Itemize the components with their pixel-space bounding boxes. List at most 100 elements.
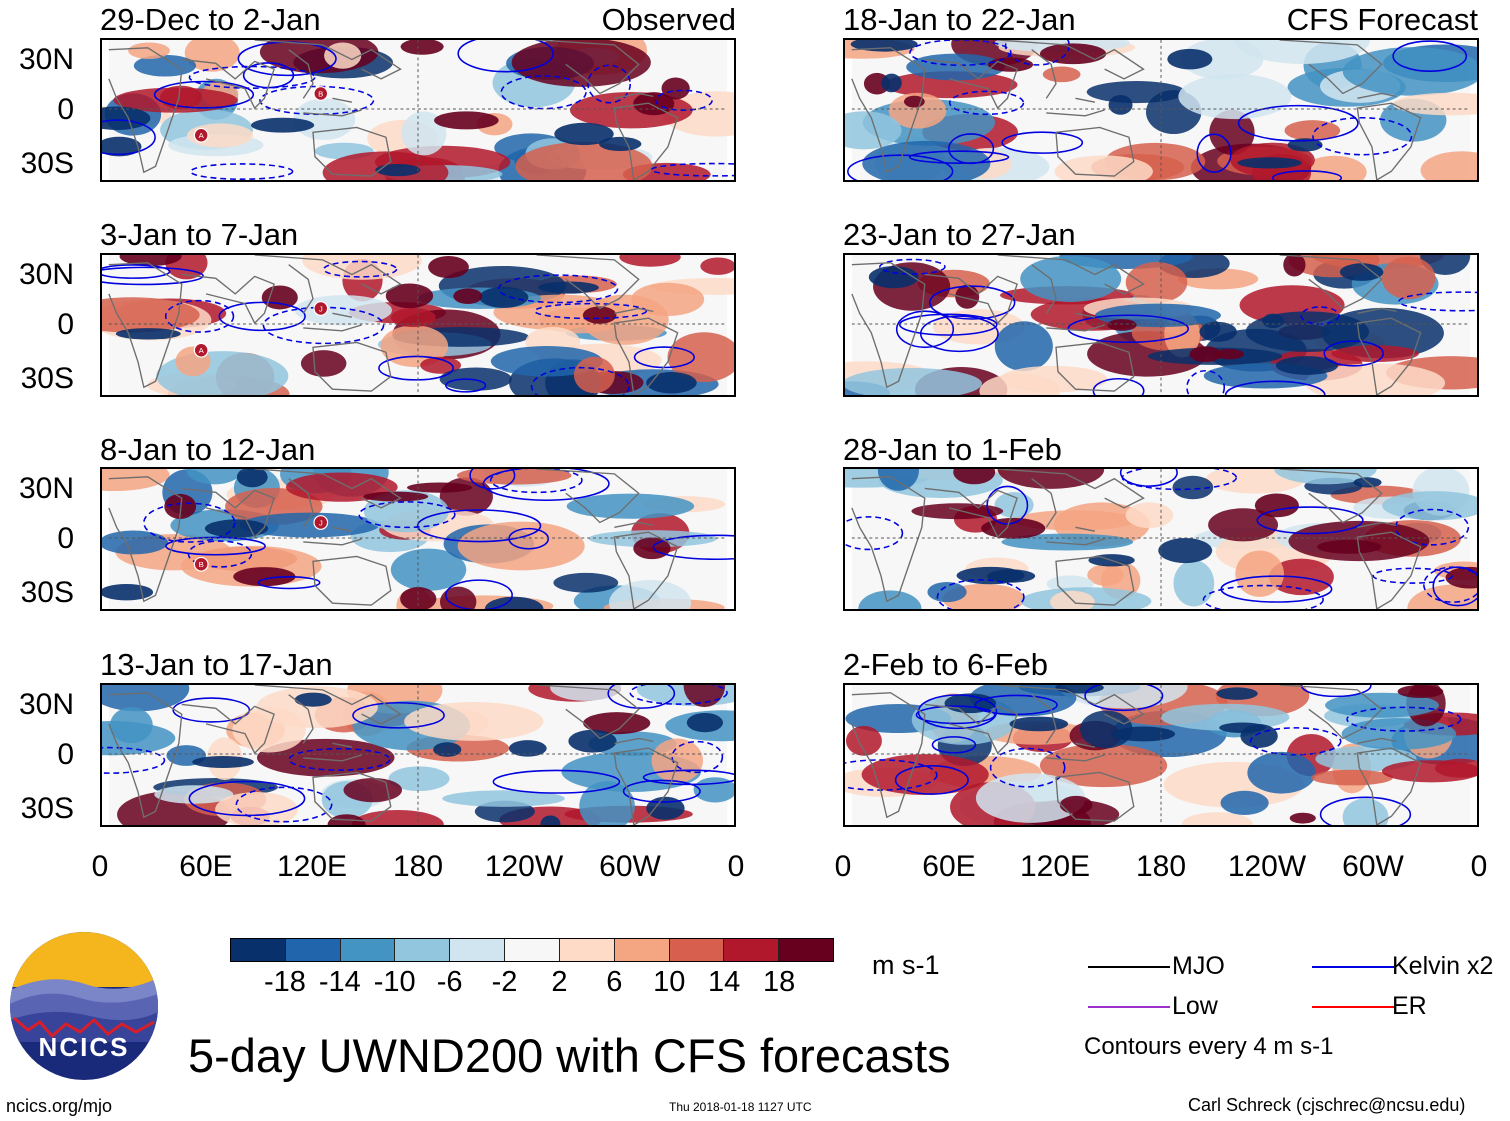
wind-anomaly-core (385, 283, 434, 309)
x-tick-label: 60W (599, 850, 661, 883)
figure-title: 5-day UWND200 with CFS forecasts (188, 1029, 951, 1082)
wind-anomaly-blob (579, 781, 635, 825)
cyclone-marker-icon (193, 342, 209, 358)
map-panel (843, 467, 1479, 611)
kelvin-contour (1346, 706, 1462, 732)
coastline (614, 92, 654, 100)
cyclone-marker: B (193, 556, 209, 572)
kelvin-contour (457, 40, 554, 73)
wind-anomaly-core (956, 566, 1025, 585)
wind-anomaly-core (1009, 716, 1069, 732)
x-tick-label: 180 (1135, 850, 1187, 883)
kelvin-contour (642, 769, 734, 786)
kelvin-contour (153, 80, 255, 109)
wind-anomaly-blob (457, 521, 585, 571)
wind-anomaly-core (363, 491, 429, 502)
coastline (924, 58, 1018, 110)
wind-anomaly-blob (927, 581, 967, 603)
wind-anomaly-blob (1234, 40, 1370, 64)
timestamp: Thu 2018-01-18 1127 UTC (669, 1100, 812, 1114)
x-tick-label: 0 (834, 850, 852, 883)
cyclone-marker-icon (313, 301, 329, 316)
coastline (851, 262, 926, 389)
wind-anomaly-core (599, 136, 642, 152)
coastline (1055, 771, 1135, 822)
x-tick-label: 0 (727, 850, 745, 883)
colorbar-swatch (505, 939, 560, 961)
kelvin-contour (445, 378, 487, 393)
wind-anomaly-blob (1172, 475, 1214, 500)
wind-anomaly-blob (1220, 790, 1269, 815)
x-tick-label: 120W (1227, 850, 1307, 883)
wind-anomaly-core (192, 756, 254, 769)
wind-anomaly-blob (1381, 256, 1436, 300)
wind-anomaly-blob (1342, 47, 1477, 96)
kelvin-contour (1392, 40, 1468, 72)
wind-anomaly-core (434, 111, 499, 130)
kelvin-contour (102, 119, 156, 156)
coastline (108, 692, 183, 819)
wind-anomaly-blob (390, 307, 436, 328)
coastline (181, 273, 275, 325)
colorbar-tick-label: 14 (708, 966, 741, 998)
coastline (924, 487, 1018, 539)
wind-anomaly-blob (979, 373, 1061, 395)
coastline (288, 478, 362, 546)
x-tick-label: 120E (276, 850, 348, 883)
kelvin-contour (1372, 567, 1454, 584)
y-tick-label: 30S (20, 362, 74, 395)
site-url[interactable]: ncics.org/mjo (6, 1096, 113, 1116)
map-svg (845, 40, 1477, 180)
x-tick-label: 0 (91, 850, 109, 883)
kelvin-contour (1119, 469, 1178, 487)
wind-anomaly-core (1039, 43, 1107, 65)
wind-anomaly-core (1237, 157, 1302, 169)
wind-anomaly-blob (1020, 255, 1122, 302)
panel-title: 3-Jan to 7-Jan (100, 217, 299, 252)
coastline (1357, 521, 1397, 529)
wind-anomaly-blob (442, 790, 565, 807)
wind-anomaly-blob (388, 766, 450, 792)
wind-anomaly-blob (1208, 508, 1279, 542)
wind-anomaly-blob (186, 469, 242, 485)
cyclone-marker: A (193, 127, 209, 143)
map-svg (102, 685, 734, 825)
wind-anomaly-core (115, 328, 181, 340)
legend-label-kelvin: Kelvin x2 (1392, 952, 1494, 980)
legend-line-mjo (1088, 966, 1170, 968)
kelvin-contour (1312, 116, 1413, 156)
colorbar-swatch (614, 939, 670, 961)
coastline (1357, 307, 1397, 315)
colorbar-tick-label: -2 (491, 966, 518, 998)
observed-label: Observed (601, 2, 736, 37)
wind-anomaly-core (102, 106, 151, 131)
wind-anomaly-blob (102, 530, 169, 555)
wind-anomaly-blob (1125, 262, 1188, 303)
legend-label-mjo: MJO (1172, 952, 1225, 980)
coastline (1356, 531, 1422, 609)
coastline (181, 703, 275, 755)
coastline (312, 555, 392, 606)
y-tick-label: 30N (18, 472, 74, 505)
wind-anomaly-core (1254, 493, 1299, 518)
kelvin-contour (102, 266, 204, 286)
colorbar-units: m s-1 (872, 950, 940, 980)
kelvin-contour (489, 469, 583, 494)
coastline (924, 273, 1018, 325)
wind-anomaly-blob (1042, 66, 1081, 83)
kelvin-contour (929, 285, 1016, 320)
wind-anomaly-blob (324, 42, 362, 69)
kelvin-contour (845, 516, 904, 551)
kelvin-contour (482, 469, 610, 502)
cyclone-marker-label: A (199, 346, 205, 355)
wind-anomaly-blob (994, 321, 1053, 372)
kelvin-contour (500, 75, 587, 110)
wind-anomaly-core (686, 712, 724, 733)
wind-anomaly-blob (351, 810, 444, 825)
kelvin-contour (1001, 131, 1084, 154)
wind-anomaly-blob (439, 586, 477, 609)
coastline (1356, 317, 1422, 395)
coastline (1356, 102, 1422, 180)
wind-anomaly-core (508, 740, 547, 757)
